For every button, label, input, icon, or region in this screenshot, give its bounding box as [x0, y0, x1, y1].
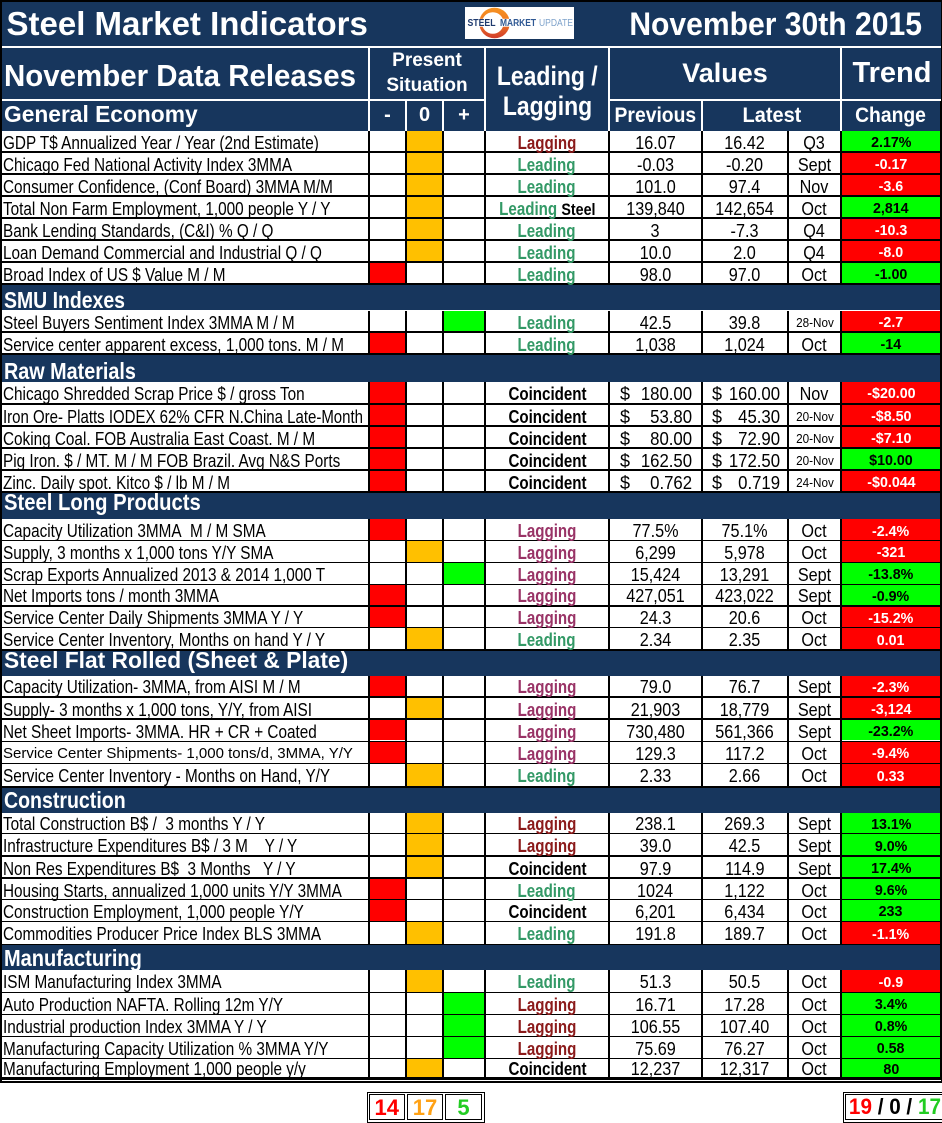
svg-text:STEEL: STEEL: [467, 17, 495, 29]
svg-text:UPDATE: UPDATE: [539, 17, 573, 29]
svg-text:MARKET: MARKET: [500, 17, 536, 29]
